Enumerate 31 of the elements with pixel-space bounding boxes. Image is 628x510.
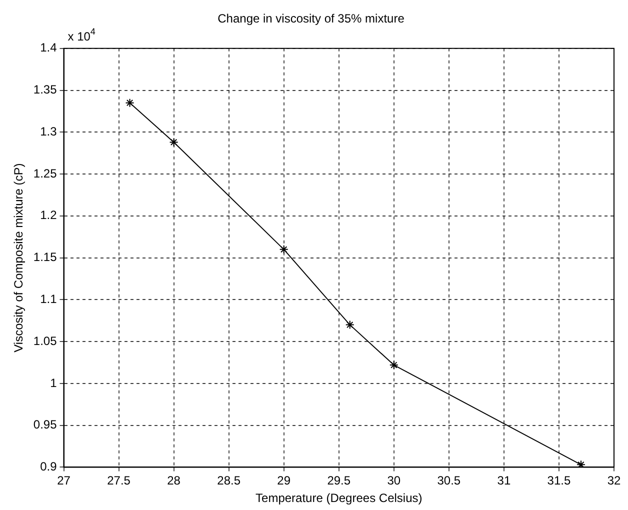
y-tick-label: 1.1 [40, 292, 58, 306]
y-axis-title: Viscosity of Composite mixture (cP) [12, 163, 26, 352]
x-tick-label: 29 [277, 474, 291, 488]
y-tick-label: 1.25 [33, 166, 58, 180]
x-tick-label: 28 [167, 474, 181, 488]
x-tick-label: 27 [57, 474, 71, 488]
point [345, 320, 354, 330]
y-tick-label: 1.15 [33, 250, 58, 264]
point [169, 138, 178, 147]
point [125, 98, 134, 108]
y-tick-label: 1.05 [33, 334, 58, 348]
x-tick-label: 30.5 [437, 474, 461, 488]
x-tick-label: 27.5 [107, 474, 131, 488]
x-tick-label: 28.5 [217, 474, 241, 488]
x-tick-label: 30 [387, 474, 401, 488]
x-tick-label: 29.5 [327, 474, 351, 488]
chart-title: Change in viscosity of 35% mixture [218, 12, 405, 26]
y-tick-label: 1.4 [40, 40, 58, 55]
point [279, 244, 288, 254]
y-tick-label: 1 [50, 376, 58, 390]
x-tick-label: 32 [607, 474, 621, 488]
y-tick-label: 0.95 [33, 418, 58, 432]
y-tick-label: 0.9 [40, 460, 58, 474]
x-tick-label: 31.5 [547, 474, 571, 488]
x-axis-title: Temperature (Degrees Celsius) [256, 491, 422, 506]
point [576, 460, 586, 468]
point [389, 360, 398, 370]
x-tick-label: 31 [497, 474, 511, 488]
y-tick-label: 1.2 [40, 208, 58, 222]
y-tick-label: 1.35 [33, 82, 58, 97]
y-tick-label: 1.3 [40, 124, 58, 138]
